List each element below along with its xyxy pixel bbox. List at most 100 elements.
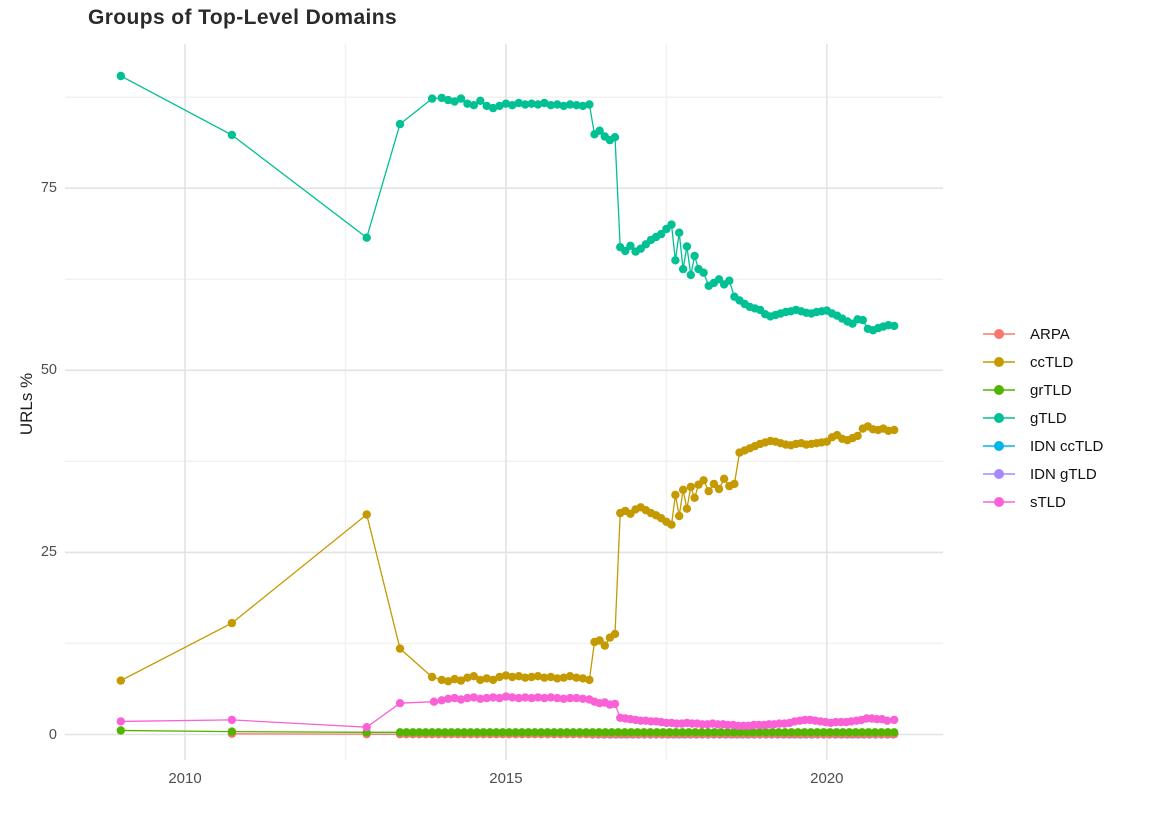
series-point-gtld bbox=[427, 94, 437, 103]
series-point-grtld bbox=[575, 728, 584, 737]
series-point-stld bbox=[546, 693, 556, 702]
series-point-cctld bbox=[395, 644, 405, 653]
series-point-grtld bbox=[800, 728, 809, 737]
series-point-cctld bbox=[456, 676, 466, 685]
series-point-grtld bbox=[716, 728, 726, 737]
series-point-grtld bbox=[748, 728, 758, 737]
series-point-cctld bbox=[678, 485, 688, 494]
series-point-grtld bbox=[838, 728, 848, 737]
series-point-cctld bbox=[469, 672, 478, 681]
series-point-grtld bbox=[774, 728, 783, 737]
series-point-grtld bbox=[415, 728, 424, 737]
series-point-cctld bbox=[116, 676, 126, 685]
legend-item-label: sTLD bbox=[1030, 493, 1066, 511]
series-point-gtld bbox=[714, 275, 724, 284]
series-point-gtld bbox=[595, 126, 604, 135]
series-point-grtld bbox=[453, 728, 462, 737]
series-point-grtld bbox=[691, 728, 700, 737]
series-point-grtld bbox=[408, 728, 418, 737]
legend-key-icon bbox=[983, 441, 1015, 451]
series-point-grtld bbox=[659, 728, 668, 737]
series-point-gtld bbox=[565, 100, 575, 109]
series-point-stld bbox=[533, 693, 543, 702]
series-point-grtld bbox=[697, 728, 706, 737]
series-point-grtld bbox=[543, 728, 552, 737]
legend-item-stld: sTLD bbox=[982, 488, 1103, 516]
series-point-cctld bbox=[578, 674, 588, 683]
series-point-cctld bbox=[482, 674, 491, 683]
series-point-gtld bbox=[469, 101, 478, 110]
series-point-gtld bbox=[521, 100, 530, 109]
series-point-cctld bbox=[437, 675, 446, 685]
series-point-cctld bbox=[508, 672, 517, 682]
series-point-gtld bbox=[546, 101, 556, 110]
series-point-grtld bbox=[652, 728, 661, 737]
series-point-stld bbox=[488, 693, 498, 702]
series-point-cctld bbox=[686, 482, 695, 492]
series-line-gtld bbox=[120, 75, 895, 331]
series-point-cctld bbox=[890, 425, 899, 435]
series-point-grtld bbox=[832, 728, 841, 737]
series-point-cctld bbox=[671, 490, 680, 500]
series-point-gtld bbox=[890, 321, 899, 331]
series-point-gtld bbox=[444, 95, 453, 105]
series-point-stld bbox=[578, 694, 588, 703]
series-point-stld bbox=[527, 693, 536, 703]
legend-key-icon bbox=[983, 329, 1015, 339]
series-point-gtld bbox=[437, 93, 446, 103]
series-point-grtld bbox=[517, 728, 527, 737]
y-tick-label: 50 bbox=[40, 362, 57, 379]
y-tick-label: 25 bbox=[40, 544, 57, 561]
series-point-cctld bbox=[362, 510, 371, 519]
series-point-gtld bbox=[488, 103, 498, 113]
series-point-stld bbox=[501, 692, 511, 701]
legend-item-label: gTLD bbox=[1030, 409, 1067, 427]
legend-item-label: IDN gTLD bbox=[1030, 465, 1097, 483]
series-point-stld bbox=[553, 693, 562, 703]
series-point-cctld bbox=[227, 618, 237, 628]
series-point-stld bbox=[883, 716, 892, 725]
series-point-grtld bbox=[421, 728, 430, 737]
series-point-grtld bbox=[755, 728, 764, 737]
series-point-grtld bbox=[537, 728, 546, 737]
series-point-cctld bbox=[572, 673, 581, 682]
legend-item-label: ARPA bbox=[1030, 325, 1070, 343]
series-point-gtld bbox=[362, 233, 371, 242]
legend-item-idn-cctld: IDN ccTLD bbox=[982, 432, 1103, 460]
series-point-gtld bbox=[682, 242, 692, 251]
series-point-grtld bbox=[582, 728, 591, 737]
legend-key-icon bbox=[983, 413, 1015, 423]
series-point-grtld bbox=[116, 726, 126, 735]
series-point-cctld bbox=[527, 672, 536, 682]
series-point-grtld bbox=[588, 728, 597, 737]
series-point-cctld bbox=[714, 484, 724, 494]
series-point-gtld bbox=[657, 229, 666, 239]
series-point-grtld bbox=[504, 728, 514, 737]
series-point-gtld bbox=[690, 251, 699, 261]
series-point-cctld bbox=[565, 672, 575, 681]
series-point-grtld bbox=[427, 728, 437, 737]
series-point-grtld bbox=[466, 728, 475, 737]
series-point-grtld bbox=[607, 728, 616, 737]
series-point-cctld bbox=[463, 673, 472, 682]
series-point-grtld bbox=[556, 728, 565, 737]
series-point-grtld bbox=[890, 728, 899, 737]
series-point-grtld bbox=[562, 728, 572, 737]
series-point-stld bbox=[456, 695, 466, 704]
series-point-grtld bbox=[703, 728, 713, 737]
series-point-stld bbox=[116, 717, 126, 726]
series-point-grtld bbox=[227, 727, 237, 736]
series-point-gtld bbox=[667, 220, 676, 229]
legend-key-icon bbox=[983, 469, 1015, 479]
series-point-gtld bbox=[559, 101, 568, 111]
series-point-grtld bbox=[614, 728, 623, 737]
series-point-grtld bbox=[646, 728, 655, 737]
series-point-stld bbox=[495, 693, 504, 703]
series-point-cctld bbox=[540, 673, 549, 682]
series-point-cctld bbox=[699, 476, 708, 485]
series-point-cctld bbox=[501, 671, 511, 680]
series-point-grtld bbox=[761, 728, 771, 737]
series-point-stld bbox=[540, 693, 549, 703]
series-point-cctld bbox=[719, 474, 729, 483]
